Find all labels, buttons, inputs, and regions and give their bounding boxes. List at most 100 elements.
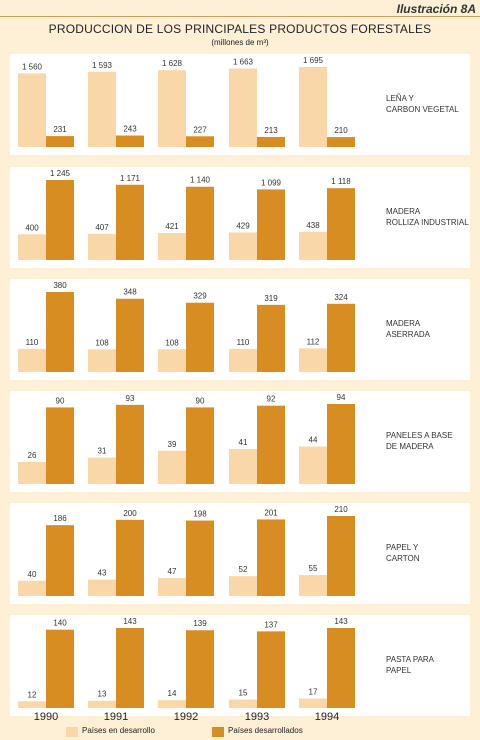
data-label: 1 118 bbox=[331, 177, 351, 186]
data-label: 243 bbox=[123, 125, 137, 134]
bar bbox=[229, 449, 257, 484]
data-label: 324 bbox=[334, 293, 348, 302]
bar bbox=[257, 304, 285, 372]
data-label: 15 bbox=[239, 689, 248, 698]
data-label: 186 bbox=[53, 514, 67, 523]
bar bbox=[299, 446, 327, 484]
bar bbox=[229, 576, 257, 596]
data-label: 39 bbox=[168, 440, 177, 449]
x-tick-label: 1993 bbox=[245, 711, 269, 723]
bar bbox=[327, 404, 355, 484]
data-label: 52 bbox=[239, 565, 248, 574]
category-label: CARTON bbox=[386, 554, 420, 563]
data-label: 213 bbox=[264, 126, 278, 135]
data-label: 40 bbox=[28, 570, 37, 579]
data-label: 400 bbox=[25, 223, 39, 232]
data-label: 112 bbox=[307, 337, 320, 346]
bar bbox=[46, 180, 74, 260]
bar bbox=[186, 520, 214, 596]
bar bbox=[88, 349, 116, 372]
data-label: 26 bbox=[28, 451, 37, 460]
data-label: 14 bbox=[168, 689, 177, 698]
data-label: 139 bbox=[193, 619, 207, 628]
data-label: 1 140 bbox=[190, 176, 211, 185]
bar bbox=[299, 231, 327, 260]
bar bbox=[46, 292, 74, 372]
bar bbox=[116, 519, 144, 596]
data-label: 227 bbox=[193, 125, 207, 134]
data-label: 1 593 bbox=[92, 61, 113, 70]
data-label: 47 bbox=[168, 567, 177, 576]
data-label: 143 bbox=[123, 617, 137, 626]
data-label: 210 bbox=[334, 126, 348, 135]
data-label: 429 bbox=[236, 221, 250, 230]
bar bbox=[18, 348, 46, 372]
data-label: 143 bbox=[334, 617, 348, 626]
data-label: 90 bbox=[196, 396, 205, 405]
data-label: 17 bbox=[309, 687, 318, 696]
bar bbox=[116, 298, 144, 372]
chart-units: (millones de m³) bbox=[211, 38, 269, 47]
bar bbox=[299, 698, 327, 708]
data-label: 421 bbox=[165, 222, 179, 231]
bar bbox=[327, 137, 355, 147]
category-label: LEÑA Y bbox=[386, 94, 415, 103]
data-label: 12 bbox=[28, 690, 37, 699]
data-label: 108 bbox=[165, 338, 179, 347]
x-tick-label: 1992 bbox=[174, 711, 198, 723]
bar bbox=[327, 188, 355, 260]
data-label: 140 bbox=[53, 619, 67, 628]
bar bbox=[18, 73, 46, 147]
data-label: 407 bbox=[95, 223, 109, 232]
bar bbox=[229, 232, 257, 260]
bar bbox=[299, 67, 327, 147]
bar bbox=[18, 234, 46, 260]
bar bbox=[88, 457, 116, 484]
data-label: 201 bbox=[264, 508, 278, 517]
bar bbox=[186, 407, 214, 484]
category-label: DE MADERA bbox=[386, 442, 434, 451]
category-label: CARBON VEGETAL bbox=[386, 105, 459, 114]
bar bbox=[186, 302, 214, 372]
bar bbox=[257, 519, 285, 596]
data-label: 110 bbox=[237, 338, 250, 347]
data-label: 198 bbox=[193, 510, 207, 519]
data-label: 380 bbox=[53, 281, 67, 290]
bar bbox=[257, 189, 285, 260]
bar bbox=[46, 136, 74, 147]
bar bbox=[257, 631, 285, 708]
bar bbox=[116, 135, 144, 147]
data-label: 108 bbox=[95, 338, 109, 347]
header-divider bbox=[0, 16, 480, 17]
data-label: 319 bbox=[264, 294, 278, 303]
bar bbox=[186, 136, 214, 147]
bar bbox=[18, 580, 46, 596]
data-label: 438 bbox=[306, 221, 320, 230]
bar bbox=[158, 700, 186, 708]
legend-label-developing: Países en desarrollo bbox=[82, 726, 155, 735]
data-label: 43 bbox=[98, 569, 107, 578]
panel-6 bbox=[10, 615, 470, 716]
bar bbox=[18, 461, 46, 484]
data-label: 1 560 bbox=[22, 62, 43, 71]
category-label: ASERRADA bbox=[386, 330, 431, 339]
category-label: MADERA bbox=[386, 207, 421, 216]
bar bbox=[158, 349, 186, 372]
legend-label-developed: Países desarrollados bbox=[228, 726, 303, 735]
bar bbox=[46, 525, 74, 596]
bar bbox=[229, 348, 257, 372]
bar bbox=[229, 699, 257, 708]
data-label: 93 bbox=[126, 394, 135, 403]
category-label: MADERA bbox=[386, 319, 421, 328]
bar bbox=[116, 628, 144, 708]
data-label: 1 099 bbox=[261, 178, 282, 187]
data-label: 329 bbox=[193, 292, 207, 301]
bar bbox=[88, 700, 116, 708]
bar bbox=[327, 628, 355, 708]
category-label: PASTA PARA bbox=[386, 655, 435, 664]
bar bbox=[158, 578, 186, 596]
bar bbox=[257, 405, 285, 484]
category-label: ROLLIZA INDUSTRIAL bbox=[386, 218, 469, 227]
data-label: 44 bbox=[309, 436, 318, 445]
